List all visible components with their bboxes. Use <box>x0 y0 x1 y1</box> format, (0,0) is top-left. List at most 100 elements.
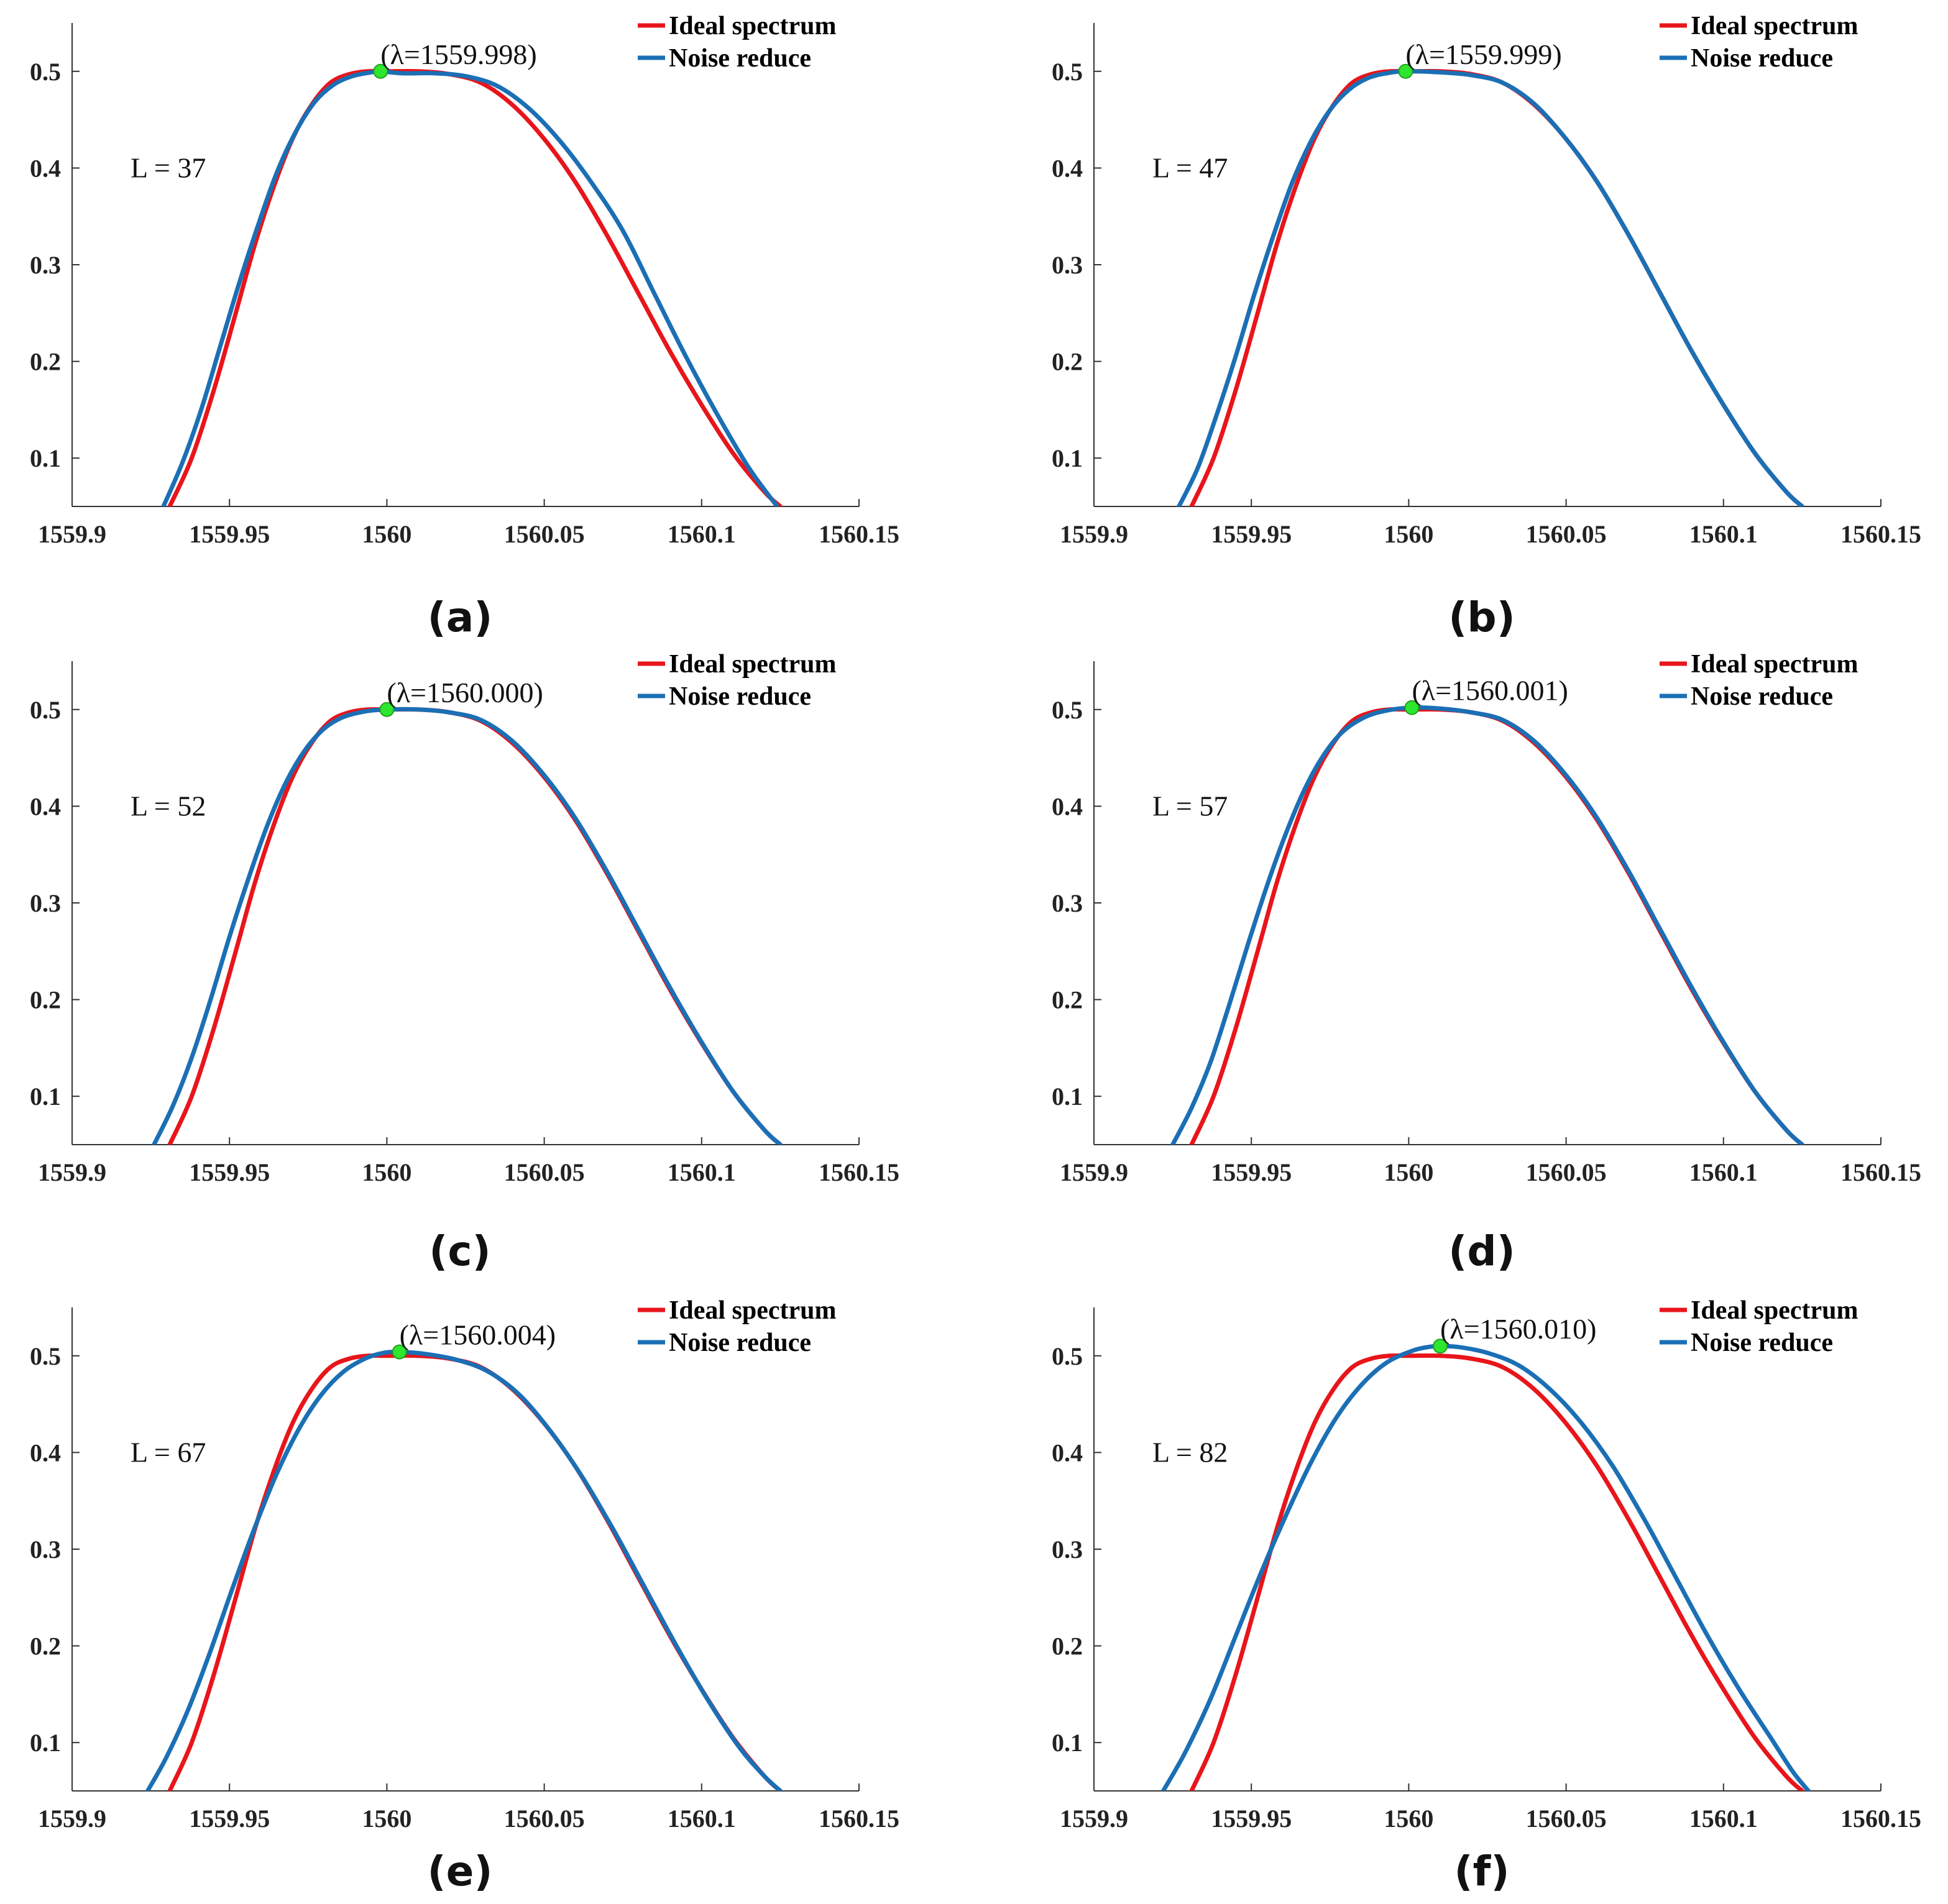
y-tick-label: 0.2 <box>1052 986 1083 1014</box>
noise-reduce-line <box>145 1349 783 1791</box>
x-tick-label: 1560.1 <box>1689 1805 1758 1833</box>
y-tick-label: 0.1 <box>1052 1082 1083 1110</box>
y-tick-label: 0.4 <box>1052 792 1083 820</box>
x-tick-label: 1560 <box>362 1805 411 1833</box>
x-tick-label: 1559.9 <box>38 1158 106 1186</box>
peak-marker <box>1433 1339 1448 1354</box>
ideal-spectrum-line <box>167 68 783 506</box>
panel-c: 1559.9 1559.95 1560 1560.05 1560.1 1560.15 0.1… <box>30 650 899 1275</box>
x-tick-label: 1560.1 <box>668 1805 736 1833</box>
panel-f: 1559.9 1559.95 1560 1560.05 1560.1 1560.15 0.1… <box>1052 1296 1921 1895</box>
y-tick-label: 0.1 <box>1052 444 1083 472</box>
x-tick-label: 1560 <box>1384 520 1433 548</box>
peak-annotation: (λ=1559.998) <box>380 39 536 70</box>
x-tick-label: 1560.1 <box>1689 520 1758 548</box>
peak-annotation: (λ=1560.001) <box>1412 675 1568 707</box>
panel-b: 1559.9 1559.95 1560 1560.05 1560.1 1560.15 0.1… <box>1052 12 1921 641</box>
y-tick-label: 0.3 <box>1052 889 1083 917</box>
x-tick-label: 1560.15 <box>819 1805 899 1833</box>
x-tick-label: 1560.1 <box>668 520 736 548</box>
peak-marker <box>1398 63 1413 79</box>
y-tick-label: 0.1 <box>1052 1729 1083 1757</box>
y-tick-label: 0.5 <box>30 696 61 724</box>
x-tick-label: 1560.05 <box>1526 520 1607 548</box>
ideal-spectrum-line <box>167 707 783 1145</box>
panel-caption: (b) <box>1448 593 1515 641</box>
legend-label-noise: Noise reduce <box>1691 44 1833 73</box>
x-tick-label: 1560.15 <box>819 520 899 548</box>
x-tick-label: 1559.95 <box>1211 1805 1292 1833</box>
noise-reduce-line <box>161 69 779 506</box>
panel-a: 1559.9 1559.95 1560 1560.05 1560.1 1560.15 0.1… <box>30 12 899 641</box>
x-tick-label: 1560.1 <box>668 1158 736 1186</box>
legend-label-ideal: Ideal spectrum <box>1691 1296 1858 1325</box>
peak-marker <box>1404 700 1420 715</box>
peak-marker <box>373 63 388 79</box>
y-tick-label: 0.3 <box>30 251 61 279</box>
y-tick-label: 0.4 <box>30 792 61 820</box>
y-tick-label: 0.3 <box>1052 251 1083 279</box>
x-tick-label: 1560.1 <box>1689 1158 1758 1186</box>
legend-label-ideal: Ideal spectrum <box>669 1296 836 1325</box>
y-tick-label: 0.4 <box>30 1439 61 1467</box>
y-tick-label: 0.1 <box>30 444 61 472</box>
peak-annotation: (λ=1559.999) <box>1405 39 1561 70</box>
noise-reduce-line <box>1170 705 1804 1145</box>
legend-label-ideal: Ideal spectrum <box>669 650 836 679</box>
x-tick-label: 1560 <box>1384 1805 1433 1833</box>
legend-label-noise: Noise reduce <box>669 682 811 711</box>
y-tick-label: 0.5 <box>1052 1342 1083 1370</box>
y-tick-label: 0.5 <box>30 1342 61 1370</box>
panel-caption: (f) <box>1454 1847 1509 1895</box>
ideal-spectrum-line <box>1189 707 1804 1145</box>
x-tick-label: 1559.9 <box>1060 1805 1128 1833</box>
peak-marker <box>379 702 395 717</box>
window-length-label: L = 67 <box>131 1436 206 1468</box>
y-tick-label: 0.2 <box>1052 348 1083 376</box>
window-length-label: L = 47 <box>1152 152 1228 183</box>
legend-label-noise: Noise reduce <box>1691 682 1833 711</box>
y-tick-label: 0.2 <box>30 986 61 1014</box>
x-tick-label: 1559.9 <box>38 520 106 548</box>
y-tick-label: 0.2 <box>30 1632 61 1660</box>
y-tick-label: 0.2 <box>30 348 61 376</box>
noise-reduce-line <box>152 707 783 1145</box>
noise-reduce-line <box>1160 1343 1811 1791</box>
legend-label-ideal: Ideal spectrum <box>1691 12 1858 40</box>
x-tick-label: 1560.15 <box>1840 1805 1921 1833</box>
legend-label-noise: Noise reduce <box>669 1329 811 1357</box>
window-length-label: L = 37 <box>131 152 206 183</box>
legend-label-noise: Noise reduce <box>669 44 811 73</box>
y-tick-label: 0.2 <box>1052 1632 1083 1660</box>
y-tick-label: 0.3 <box>1052 1536 1083 1563</box>
x-tick-label: 1560.05 <box>504 1158 585 1186</box>
ideal-spectrum-line <box>167 1353 783 1791</box>
x-tick-label: 1560.15 <box>1840 1158 1921 1186</box>
peak-marker <box>392 1344 407 1360</box>
y-tick-label: 0.4 <box>1052 154 1083 182</box>
peak-annotation: (λ=1560.010) <box>1440 1313 1596 1345</box>
panel-caption: (c) <box>429 1227 490 1275</box>
y-tick-label: 0.1 <box>30 1729 61 1757</box>
x-tick-label: 1560 <box>362 520 411 548</box>
x-tick-label: 1560.05 <box>504 1805 585 1833</box>
x-tick-label: 1560.05 <box>504 520 585 548</box>
peak-annotation: (λ=1560.004) <box>400 1319 556 1351</box>
x-tick-label: 1560.05 <box>1526 1158 1607 1186</box>
x-tick-label: 1559.95 <box>189 1805 270 1833</box>
x-tick-label: 1560 <box>1384 1158 1433 1186</box>
x-tick-label: 1559.9 <box>1060 520 1128 548</box>
window-length-label: L = 57 <box>1152 790 1228 822</box>
x-tick-label: 1559.9 <box>38 1805 106 1833</box>
legend-label-ideal: Ideal spectrum <box>669 12 836 40</box>
legend-label-noise: Noise reduce <box>1691 1329 1833 1357</box>
y-tick-label: 0.3 <box>30 889 61 917</box>
panel-d: 1559.9 1559.95 1560 1560.05 1560.1 1560.15 0.1… <box>1052 650 1921 1275</box>
y-tick-label: 0.1 <box>30 1082 61 1110</box>
y-tick-label: 0.5 <box>1052 696 1083 724</box>
x-tick-label: 1559.95 <box>1211 520 1292 548</box>
window-length-label: L = 52 <box>131 790 206 822</box>
legend-label-ideal: Ideal spectrum <box>1691 650 1858 679</box>
ideal-spectrum-line <box>1189 68 1804 506</box>
x-tick-label: 1560.15 <box>1840 520 1921 548</box>
